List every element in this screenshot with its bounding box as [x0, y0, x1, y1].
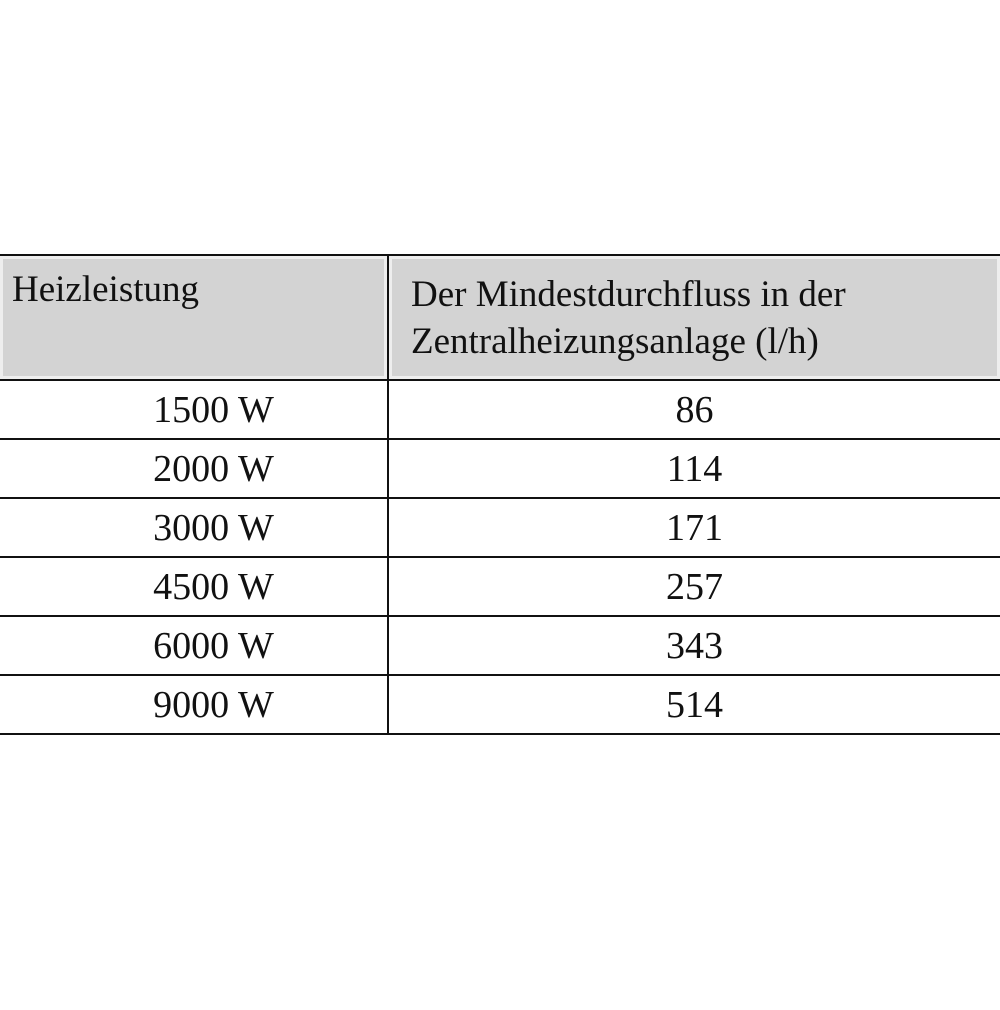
table-row: 9000 W 514 [0, 674, 1000, 735]
power-cell: 2000 W [0, 438, 389, 499]
table-row: 2000 W 114 [0, 438, 1000, 499]
flow-cell: 343 [387, 615, 1000, 676]
flow-cell: 514 [387, 674, 1000, 735]
header-line-2: Zentralheizungsanlage (l/h) [411, 320, 819, 362]
flow-cell: 257 [387, 556, 1000, 617]
table-row: 6000 W 343 [0, 615, 1000, 676]
table-row: 1500 W 86 [0, 379, 1000, 440]
power-cell: 4500 W [0, 556, 389, 617]
flow-cell: 171 [387, 497, 1000, 558]
power-cell: 9000 W [0, 674, 389, 735]
power-cell: 1500 W [0, 379, 389, 440]
power-cell: 3000 W [0, 497, 389, 558]
power-cell: 6000 W [0, 615, 389, 676]
table-header-row: Heizleistung Der Mindestdurchfluss in de… [0, 254, 1000, 381]
header-line-1: Der Mindestdurchfluss in der [411, 273, 846, 315]
header-heizleistung: Heizleistung [0, 254, 389, 381]
heating-flow-table: Heizleistung Der Mindestdurchfluss in de… [0, 254, 1000, 735]
header-mindestdurchfluss: Der Mindestdurchfluss in der Zentralheiz… [387, 254, 1000, 381]
flow-cell: 114 [387, 438, 1000, 499]
table-row: 4500 W 257 [0, 556, 1000, 617]
flow-cell: 86 [387, 379, 1000, 440]
table-row: 3000 W 171 [0, 497, 1000, 558]
